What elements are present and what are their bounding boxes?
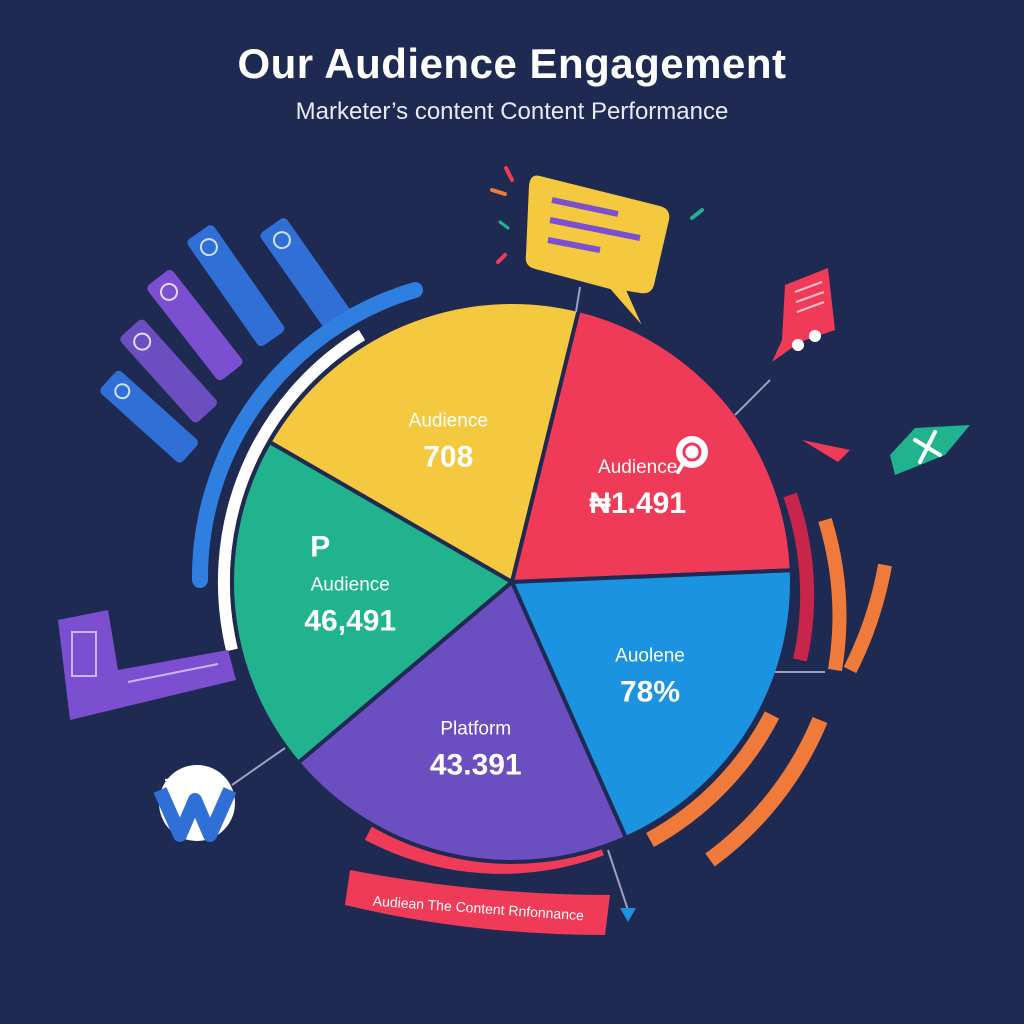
outer-arc-white <box>217 329 366 652</box>
outer-arc-orange <box>818 517 847 672</box>
slice-value-label: 708 <box>423 441 473 474</box>
slice-value-label: ₦1.491 <box>589 487 686 520</box>
pie-slice-4 <box>230 439 516 766</box>
send-plane-icon <box>890 425 970 475</box>
arrow-down-icon <box>620 908 636 922</box>
slice-category-label: Auolene <box>615 646 685 667</box>
bottom-banner: Audiean The Content Rnfonnance <box>345 870 610 935</box>
send-plane-icon <box>802 440 850 462</box>
pie-slices <box>230 300 794 864</box>
social-card-icon <box>100 370 198 463</box>
social-card-icon <box>120 319 217 423</box>
chart-subtitle: Marketer’s content Content Performance <box>295 98 729 125</box>
social-cards-left <box>100 218 352 463</box>
pie-slice-0 <box>266 300 582 586</box>
wordpress-icon <box>153 747 286 842</box>
social-card-icon <box>260 218 352 331</box>
outer-arc-orange-3 <box>646 711 780 848</box>
chart-title: Our Audience Engagement <box>237 40 787 87</box>
slice-category-label: Audience <box>311 574 390 595</box>
purple-device-card <box>58 610 236 720</box>
slice-value-label: 46,491 <box>304 604 396 637</box>
pointer-line <box>607 849 629 911</box>
slice-value-label: 78% <box>620 676 680 709</box>
slice-category-label: Platform <box>440 718 511 739</box>
outer-arc-blue <box>191 282 423 588</box>
outer-arc-red <box>783 492 815 662</box>
pie-slice-1 <box>509 307 794 585</box>
slice-icon-letter: P <box>310 530 330 563</box>
slice-category-label: Audience <box>598 457 677 478</box>
outer-arc-orange-2 <box>843 563 892 674</box>
sparkle-decor <box>490 166 704 264</box>
social-card-icon <box>147 269 243 381</box>
pie-slice-2 <box>508 568 794 841</box>
chat-card-icon <box>734 268 835 416</box>
pie-labels: Audience 708 Audience ₦1.491 Auolene 78% Platf… <box>304 411 708 781</box>
speech-bubble-icon <box>523 173 672 331</box>
search-icon <box>676 436 708 474</box>
slice-value-label: 43.391 <box>430 748 522 781</box>
pie-slice-3 <box>295 578 629 864</box>
slice-category-label: Audience <box>409 411 488 432</box>
outer-arc-orange-4 <box>705 716 828 867</box>
